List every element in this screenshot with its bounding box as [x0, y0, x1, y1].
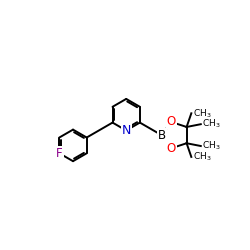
Text: O: O: [166, 116, 176, 128]
Text: CH$_3$: CH$_3$: [202, 118, 221, 130]
Text: CH$_3$: CH$_3$: [193, 107, 212, 120]
Text: B: B: [158, 128, 166, 141]
Text: F: F: [56, 147, 63, 160]
Text: CH$_3$: CH$_3$: [193, 151, 212, 163]
Text: N: N: [122, 124, 131, 137]
Text: CH$_3$: CH$_3$: [202, 140, 221, 152]
Text: O: O: [166, 142, 176, 155]
